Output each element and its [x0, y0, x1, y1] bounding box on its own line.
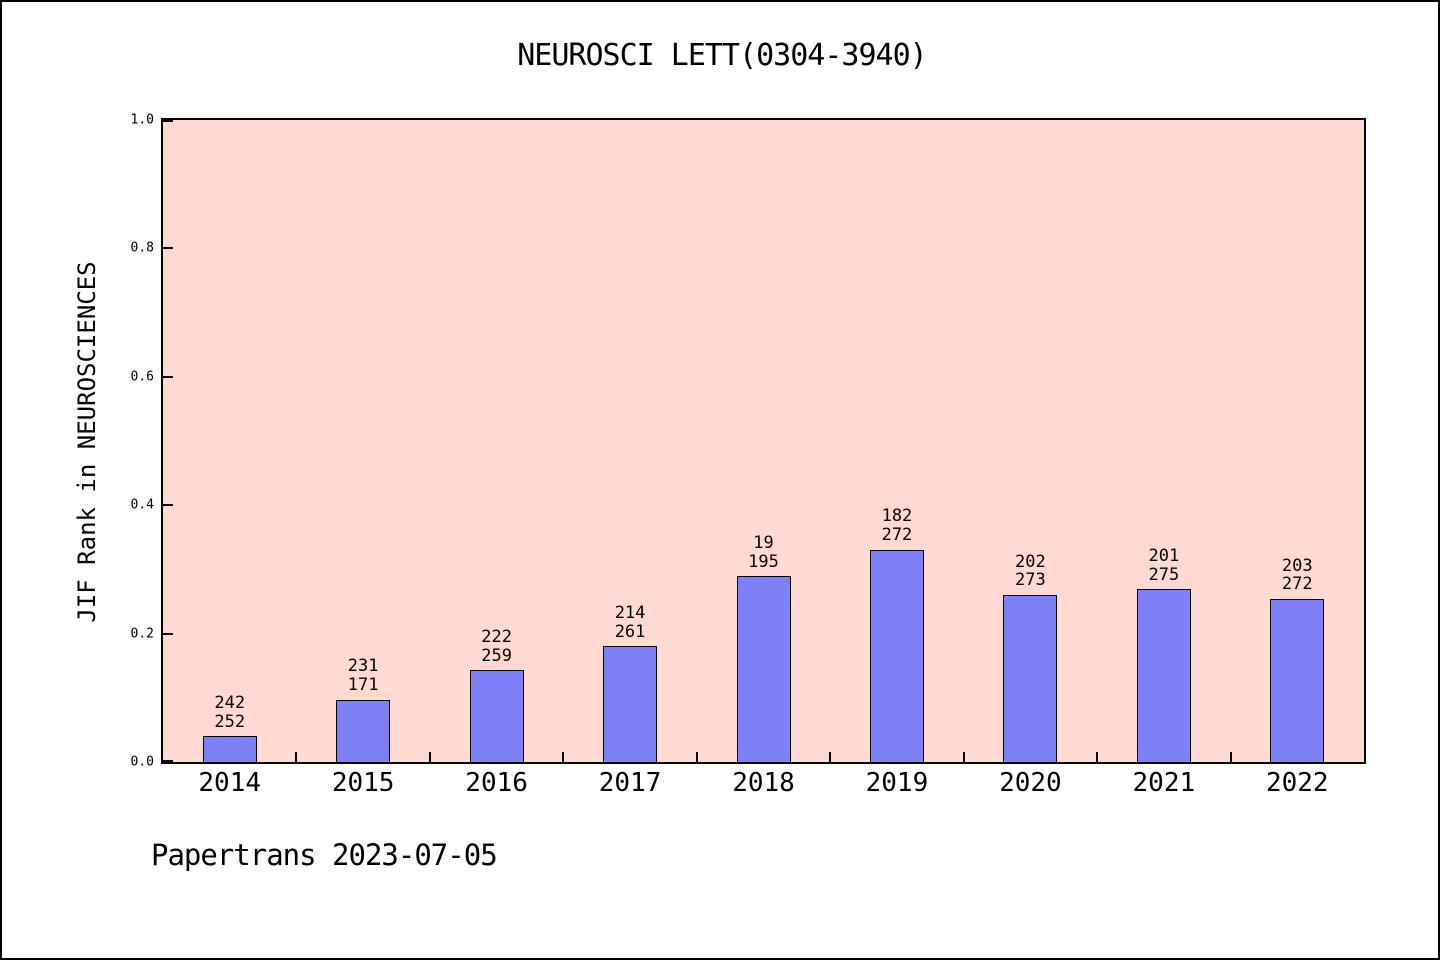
x-tick-mark-6 — [962, 752, 965, 762]
y-tick-label-1.0: 1.0 — [130, 112, 154, 128]
bar-2015 — [336, 699, 391, 762]
x-tick-mark-3 — [562, 752, 565, 762]
x-tick-label-2022: 2022 — [1265, 768, 1329, 798]
footer-watermark: Papertrans 2023-07-05 — [151, 838, 498, 872]
y-tick-label-0.8: 0.8 — [130, 240, 154, 256]
y-tick-mark-0.2 — [163, 632, 173, 635]
bar-2016 — [469, 670, 524, 762]
y-axis-label: JIF Rank in NEUROSCIENCES — [73, 261, 101, 623]
bar-2014 — [202, 736, 257, 762]
bar-value-label-2019: 182 272 — [881, 506, 913, 545]
bar-value-label-2018: 19 195 — [748, 533, 779, 572]
x-tick-mark-2 — [428, 752, 431, 762]
y-tick-mark-0.0 — [163, 760, 173, 762]
bar-2017 — [603, 646, 658, 762]
x-tick-mark-7 — [1096, 752, 1099, 762]
bar-value-label-2021: 201 275 — [1148, 545, 1180, 585]
y-tick-label-0.2: 0.2 — [130, 626, 154, 642]
plot-area: 0.0 0.2 0.4 0.6 0.8 1.0 242 252 2014 231 171 2015… — [131, 113, 1366, 798]
x-tick-label-2015: 2015 — [331, 768, 395, 798]
x-tick-label-2019: 2019 — [865, 768, 929, 798]
chart-title: NEUROSCI LETT(0304-3940) — [517, 38, 927, 73]
bar-value-label-2017: 214 261 — [614, 603, 646, 642]
y-tick-label-0.4: 0.4 — [130, 497, 154, 513]
bar-value-label-2022: 203 272 — [1281, 555, 1313, 595]
x-tick-mark-5 — [829, 752, 832, 762]
x-tick-mark-4 — [695, 752, 698, 762]
bar-2021 — [1136, 589, 1191, 762]
x-tick-label-2017: 2017 — [598, 768, 662, 798]
bar-value-label-2016: 222 259 — [481, 626, 512, 666]
bar-2022 — [1270, 598, 1325, 762]
x-tick-label-2016: 2016 — [465, 768, 528, 798]
y-tick-mark-0.8 — [163, 247, 173, 250]
x-tick-label-2020: 2020 — [999, 768, 1062, 798]
bar-value-label-2020: 202 273 — [1015, 551, 1046, 591]
x-tick-mark-1 — [295, 752, 298, 762]
y-tick-label-0.6: 0.6 — [130, 369, 154, 385]
x-tick-label-2018: 2018 — [732, 768, 795, 798]
y-tick-mark-0.6 — [163, 375, 173, 378]
bar-2019 — [869, 549, 924, 762]
x-tick-mark-8 — [1229, 752, 1232, 762]
bar-2020 — [1003, 595, 1058, 762]
y-tick-label-0.0: 0.0 — [130, 754, 154, 770]
y-tick-mark-1.0 — [163, 120, 173, 122]
bar-2018 — [736, 576, 791, 762]
x-tick-label-2014: 2014 — [198, 768, 262, 798]
y-tick-mark-0.4 — [163, 504, 173, 507]
x-tick-label-2021: 2021 — [1132, 768, 1196, 798]
bar-value-label-2015: 231 171 — [347, 656, 379, 696]
bar-value-label-2014: 242 252 — [214, 692, 246, 732]
